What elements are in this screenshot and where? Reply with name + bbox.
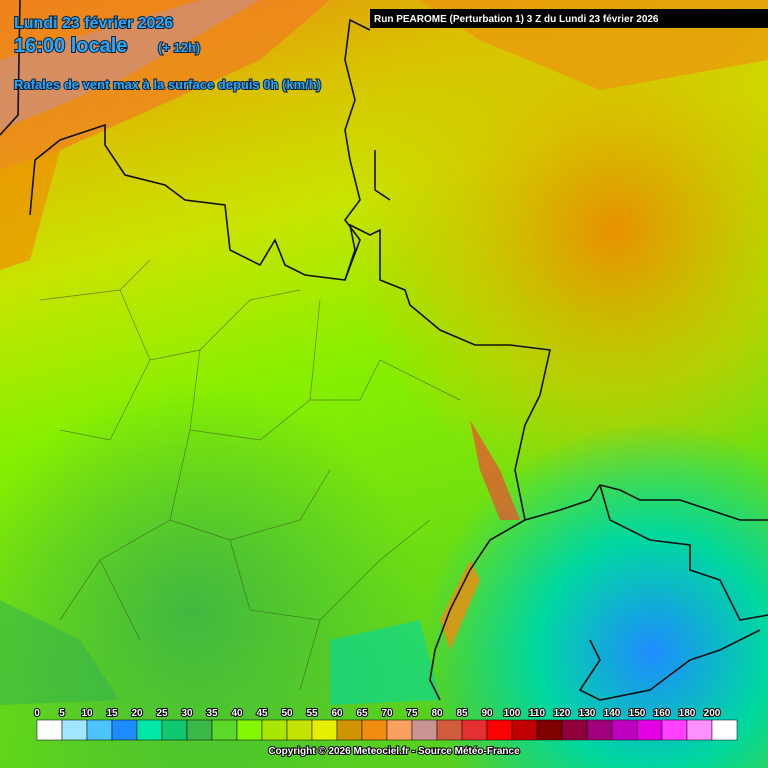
- legend-swatch: [661, 719, 688, 741]
- header: Lundi 23 février 2026 16:00 locale (+ 12…: [13, 14, 322, 93]
- legend-swatch: [486, 719, 513, 741]
- legend-label: 40: [231, 708, 243, 719]
- legend-label: 120: [554, 708, 571, 719]
- legend-label: 80: [431, 708, 443, 719]
- legend-label: 90: [481, 708, 493, 719]
- legend-swatch: [411, 719, 438, 741]
- legend-label: 100: [504, 708, 521, 719]
- legend-label: 30: [181, 708, 193, 719]
- legend-label: 35: [206, 708, 218, 719]
- legend-label: 70: [381, 708, 393, 719]
- legend-swatch: [436, 719, 463, 741]
- date: Lundi 23 février 2026: [14, 15, 173, 32]
- legend-swatch: [111, 719, 138, 741]
- legend: 0 5 10 15 20 25 30 35 40 45 50 55 60 65 70 75 80 85 90 100 1…: [33, 707, 738, 741]
- legend-label: 10: [81, 708, 93, 719]
- legend-label: 50: [281, 708, 293, 719]
- legend-label: 25: [156, 708, 168, 719]
- legend-swatch: [361, 719, 388, 741]
- legend-label: 180: [679, 708, 696, 719]
- legend-swatch: [461, 719, 488, 741]
- time: 16:00 locale: [14, 35, 127, 57]
- offset: (+ 12h): [158, 40, 200, 55]
- legend-label: 85: [456, 708, 468, 719]
- legend-label: 160: [654, 708, 671, 719]
- legend-swatch: [336, 719, 363, 741]
- parameter: Rafales de vent max à la surface depuis …: [14, 77, 321, 92]
- legend-swatch: [686, 719, 713, 741]
- legend-label: 140: [604, 708, 621, 719]
- legend-swatch: [561, 719, 588, 741]
- legend-swatch: [186, 719, 213, 741]
- legend-swatch: [236, 719, 263, 741]
- legend-swatch: [61, 719, 88, 741]
- legend-swatch: [711, 719, 738, 741]
- legend-swatch: [211, 719, 238, 741]
- legend-label: 75: [406, 708, 418, 719]
- legend-label: 45: [256, 708, 268, 719]
- run-banner: [370, 9, 768, 28]
- legend-label: 110: [529, 708, 546, 719]
- legend-swatch: [311, 719, 338, 741]
- legend-label: 20: [131, 708, 143, 719]
- legend-label: 15: [106, 708, 118, 719]
- legend-swatch: [36, 719, 63, 741]
- legend-swatch: [611, 719, 638, 741]
- legend-swatch: [136, 719, 163, 741]
- legend-swatch: [511, 719, 538, 741]
- run-title: Run PEAROME (Perturbation 1) 3 Z du Lund…: [374, 14, 659, 25]
- legend-swatch: [586, 719, 613, 741]
- legend-swatch: [86, 719, 113, 741]
- copyright: Copyright © 2026 Meteociel.fr - Source M…: [268, 746, 520, 757]
- legend-swatch: [161, 719, 188, 741]
- legend-label: 200: [704, 708, 721, 719]
- legend-label: 55: [306, 708, 318, 719]
- borders: [0, 0, 768, 701]
- legend-label: 0: [34, 708, 40, 719]
- legend-label: 150: [629, 708, 646, 719]
- legend-swatch: [536, 719, 563, 741]
- legend-swatch: [261, 719, 288, 741]
- legend-label: 5: [59, 708, 65, 719]
- legend-label: 60: [331, 708, 343, 719]
- legend-swatch: [386, 719, 413, 741]
- legend-swatch: [286, 719, 313, 741]
- legend-swatch: [636, 719, 663, 741]
- legend-label: 65: [356, 708, 368, 719]
- legend-label: 130: [579, 708, 596, 719]
